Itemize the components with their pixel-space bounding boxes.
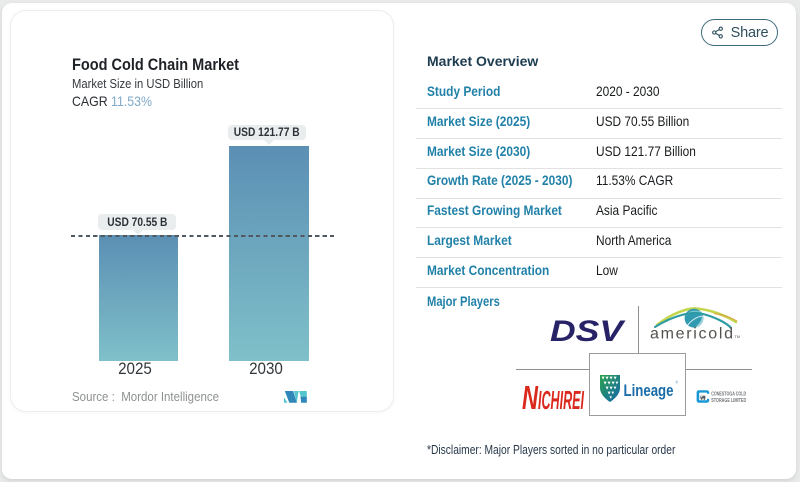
svg-text:CONESTOGA COLD: CONESTOGA COLD <box>711 391 746 397</box>
svg-text:TM: TM <box>735 335 740 339</box>
svg-text:ICHIREI: ICHIREI <box>538 385 584 411</box>
svg-text:Lineage: Lineage <box>624 381 674 400</box>
svg-text:DSV: DSV <box>550 317 626 343</box>
svg-text:americold: americold <box>650 325 733 342</box>
svg-text:N: N <box>522 384 539 411</box>
svg-text:®: ® <box>676 381 679 385</box>
svg-text:STORAGE LIMITED: STORAGE LIMITED <box>711 398 746 404</box>
